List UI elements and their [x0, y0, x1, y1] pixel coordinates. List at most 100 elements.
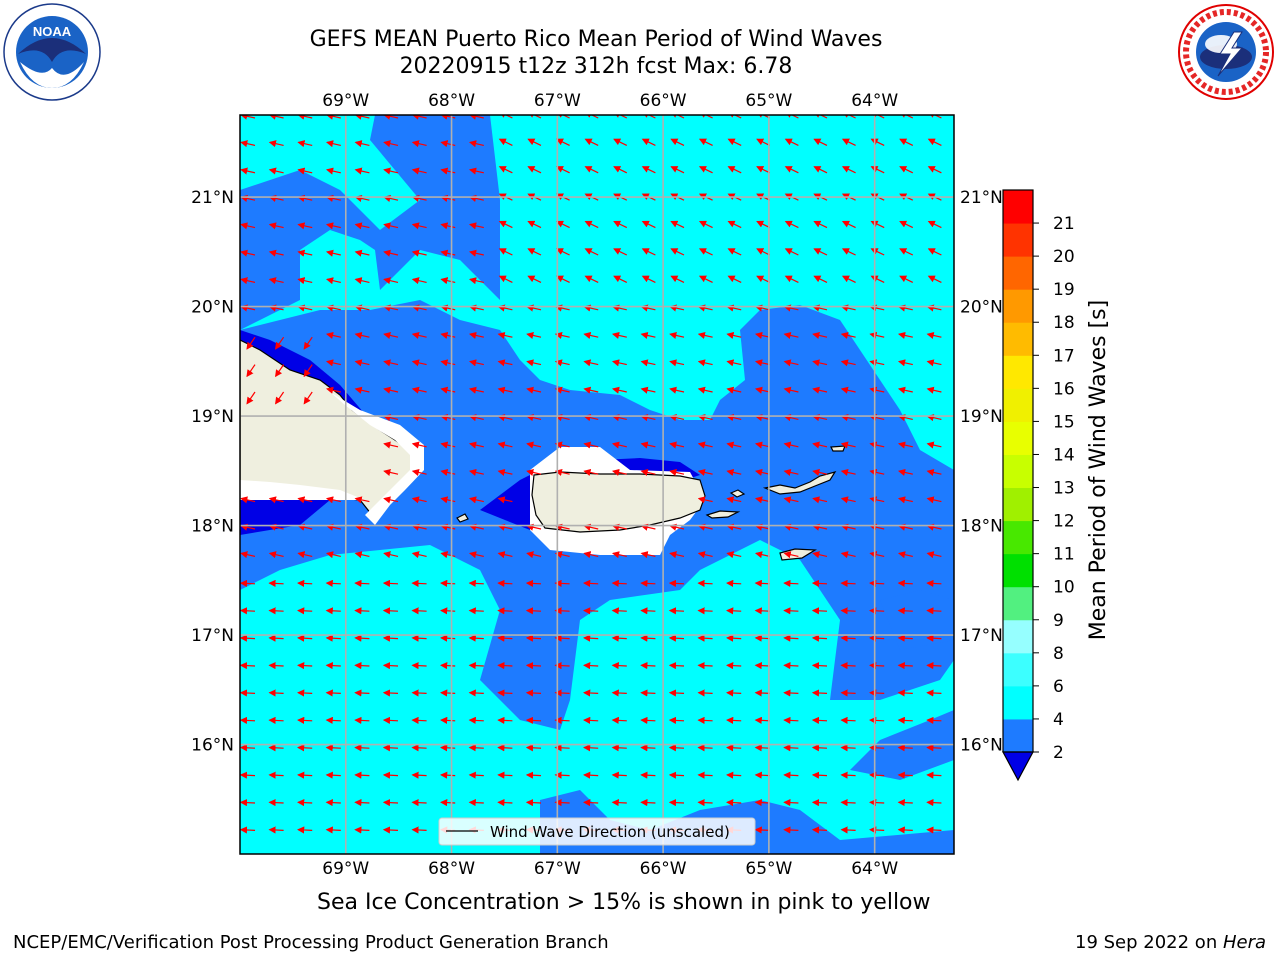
wind-wave-arrow	[640, 744, 656, 752]
wind-wave-arrow	[783, 359, 799, 367]
wind-wave-arrow	[899, 248, 914, 256]
wind-wave-arrow	[527, 220, 542, 229]
wind-wave-arrow	[440, 468, 456, 476]
wind-wave-arrow	[869, 523, 885, 531]
colorbar-band	[1003, 487, 1033, 522]
wind-wave-arrow	[840, 799, 856, 807]
wind-wave-arrow	[726, 744, 742, 752]
wind-wave-arrow	[440, 222, 456, 230]
wind-wave-arrow	[869, 468, 885, 476]
wind-wave-arrow	[899, 115, 914, 119]
colorbar-band	[1003, 586, 1033, 621]
wind-wave-arrow	[840, 551, 856, 559]
wind-wave-arrow	[697, 744, 713, 752]
wind-wave-arrow	[268, 140, 284, 148]
wind-wave-arrow	[240, 277, 256, 285]
colorbar-tick-label: 16	[1053, 379, 1075, 399]
wind-wave-arrow	[841, 115, 856, 119]
footer-date: 19 Sep 2022 on	[1075, 932, 1223, 953]
wind-wave-arrow	[275, 364, 285, 378]
wind-wave-arrow	[840, 579, 856, 587]
wind-wave-arrow	[726, 634, 742, 642]
wind-wave-arrow	[840, 716, 856, 724]
wind-wave-arrow	[727, 248, 742, 256]
wind-wave-arrow	[268, 249, 284, 257]
wind-wave-arrow	[697, 331, 713, 339]
wind-wave-arrow	[669, 523, 685, 531]
wind-wave-arrow	[583, 607, 599, 615]
wind-wave-arrow	[754, 634, 770, 642]
wind-wave-arrow	[411, 331, 427, 339]
wind-wave-arrow	[268, 551, 284, 559]
wind-wave-arrow	[611, 331, 627, 339]
wind-wave-arrow	[926, 579, 942, 587]
wind-wave-arrow	[697, 662, 713, 670]
wind-wave-arrow	[468, 799, 484, 807]
wind-wave-arrow	[613, 138, 628, 146]
wind-wave-arrow	[297, 140, 313, 148]
wind-wave-arrow	[468, 167, 484, 175]
wind-wave-arrow	[240, 496, 256, 504]
wind-wave-arrow	[584, 166, 599, 174]
wind-wave-arrow	[869, 744, 885, 752]
wind-wave-arrow	[383, 331, 399, 339]
wind-wave-arrow	[497, 607, 513, 615]
colorbar-tick-label: 11	[1053, 545, 1075, 565]
wind-wave-arrow	[840, 634, 856, 642]
wind-wave-arrow	[754, 579, 770, 587]
wind-wave-arrow	[554, 468, 570, 476]
wind-wave-arrow	[812, 441, 828, 449]
colorbar-band	[1003, 685, 1033, 720]
wind-wave-arrow	[811, 744, 828, 752]
wind-wave-arrow	[611, 386, 627, 394]
wind-wave-arrow	[841, 248, 856, 256]
wind-wave-arrow	[527, 166, 542, 174]
wind-wave-arrow	[297, 523, 313, 531]
wind-wave-arrow	[382, 689, 399, 697]
wind-wave-arrow	[275, 391, 285, 405]
wind-wave-arrow	[246, 336, 256, 350]
wind-wave-arrow	[869, 441, 885, 449]
wind-wave-arrow	[497, 716, 513, 724]
wind-wave-arrow	[813, 275, 828, 283]
wind-wave-arrow	[468, 496, 484, 504]
wind-wave-arrow	[784, 166, 799, 174]
wind-wave-arrow	[297, 249, 313, 257]
wind-wave-arrow	[897, 523, 913, 531]
lon-label-top: 67°W	[534, 91, 581, 111]
wind-wave-arrow	[811, 634, 828, 642]
wind-wave-arrow	[897, 441, 913, 449]
wind-wave-arrow	[468, 249, 484, 257]
colorbar-tick-label: 8	[1053, 644, 1064, 664]
wind-wave-arrow	[641, 138, 656, 146]
wind-wave-arrow	[268, 744, 284, 752]
wind-wave-arrow	[440, 551, 456, 559]
wind-wave-arrow	[583, 579, 599, 587]
wind-wave-arrow	[297, 826, 313, 834]
wind-wave-arrow	[411, 277, 427, 285]
wind-wave-arrow	[640, 331, 656, 339]
wind-wave-arrow	[468, 744, 484, 752]
wind-wave-arrow	[897, 771, 913, 779]
wind-wave-arrow	[611, 359, 627, 367]
wind-wave-arrow	[527, 138, 542, 146]
wind-wave-arrow	[325, 799, 341, 807]
wind-wave-arrow	[668, 744, 685, 752]
wind-wave-arrow	[668, 799, 685, 807]
wind-wave-arrow	[440, 441, 456, 449]
wind-wave-arrow	[468, 441, 484, 449]
wind-wave-arrow	[669, 551, 685, 559]
wind-wave-arrow	[812, 468, 828, 476]
lon-label-bottom: 67°W	[534, 859, 581, 879]
wind-wave-arrow	[611, 579, 627, 587]
wind-wave-arrow	[668, 771, 685, 779]
wind-wave-arrow	[297, 771, 313, 779]
wind-wave-arrow	[869, 716, 885, 724]
wind-wave-arrow	[297, 662, 313, 670]
wind-wave-arrow	[240, 249, 256, 257]
wind-wave-arrow	[440, 744, 456, 752]
wind-wave-arrow	[411, 496, 427, 504]
wind-wave-arrow	[811, 689, 828, 697]
wind-wave-arrow	[526, 331, 542, 339]
wind-wave-arrow	[640, 579, 656, 587]
